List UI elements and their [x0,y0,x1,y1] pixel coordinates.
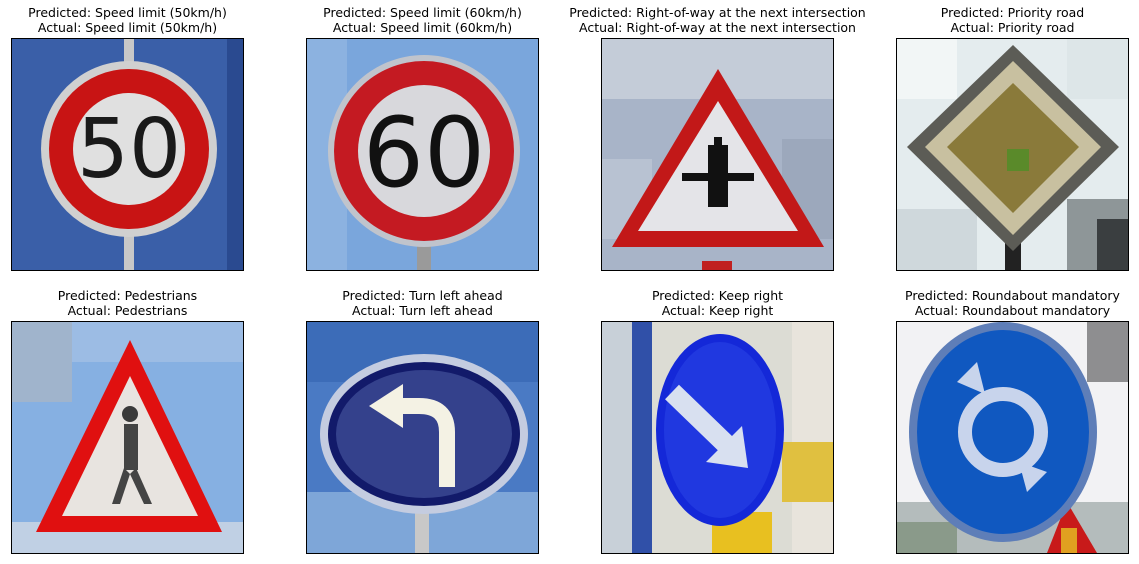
panel-caption: Predicted: Right-of-way at the next inte… [521,5,914,35]
sign-image-priority-road [896,38,1129,271]
sign-image-turn-left-ahead [306,321,539,554]
actual-label: Actual: Turn left ahead [352,303,493,318]
sign-image-keep-right [601,321,834,554]
panel-caption: Predicted: Turn left ahead Actual: Turn … [226,288,619,318]
predicted-label: Predicted: Pedestrians [57,288,198,303]
panel-caption: Predicted: Speed limit (60km/h) Actual: … [226,5,619,35]
predicted-label: Predicted: Keep right [651,288,784,303]
sign-image-pedestrians [11,321,244,554]
sign-image-speed-limit-50: 50 [11,38,244,271]
predicted-label: Predicted: Priority road [940,5,1085,20]
actual-label: Actual: Speed limit (60km/h) [332,20,513,35]
panel-caption: Predicted: Speed limit (50km/h) Actual: … [0,5,324,35]
panel-caption: Predicted: Priority road Actual: Priorit… [816,5,1139,35]
actual-label: Actual: Keep right [661,303,774,318]
actual-label: Actual: Right-of-way at the next interse… [579,20,856,35]
sign-image-right-of-way [601,38,834,271]
actual-label: Actual: Priority road [950,20,1075,35]
predicted-label: Predicted: Turn left ahead [342,288,503,303]
sign-image-roundabout-mandatory [896,321,1129,554]
sign-number: 60 [363,97,485,209]
actual-label: Actual: Speed limit (50km/h) [37,20,218,35]
panel-caption: Predicted: Roundabout mandatory Actual: … [816,288,1139,318]
panel-caption: Predicted: Pedestrians Actual: Pedestria… [0,288,324,318]
actual-label: Actual: Pedestrians [67,303,188,318]
actual-label: Actual: Roundabout mandatory [914,303,1111,318]
predicted-label: Predicted: Roundabout mandatory [905,288,1120,303]
predicted-label: Predicted: Speed limit (50km/h) [28,5,227,20]
sign-number: 50 [77,102,181,197]
predicted-label: Predicted: Right-of-way at the next inte… [569,5,866,20]
panel-caption: Predicted: Keep right Actual: Keep right [521,288,914,318]
sign-image-speed-limit-60: 60 [306,38,539,271]
predicted-label: Predicted: Speed limit (60km/h) [323,5,522,20]
